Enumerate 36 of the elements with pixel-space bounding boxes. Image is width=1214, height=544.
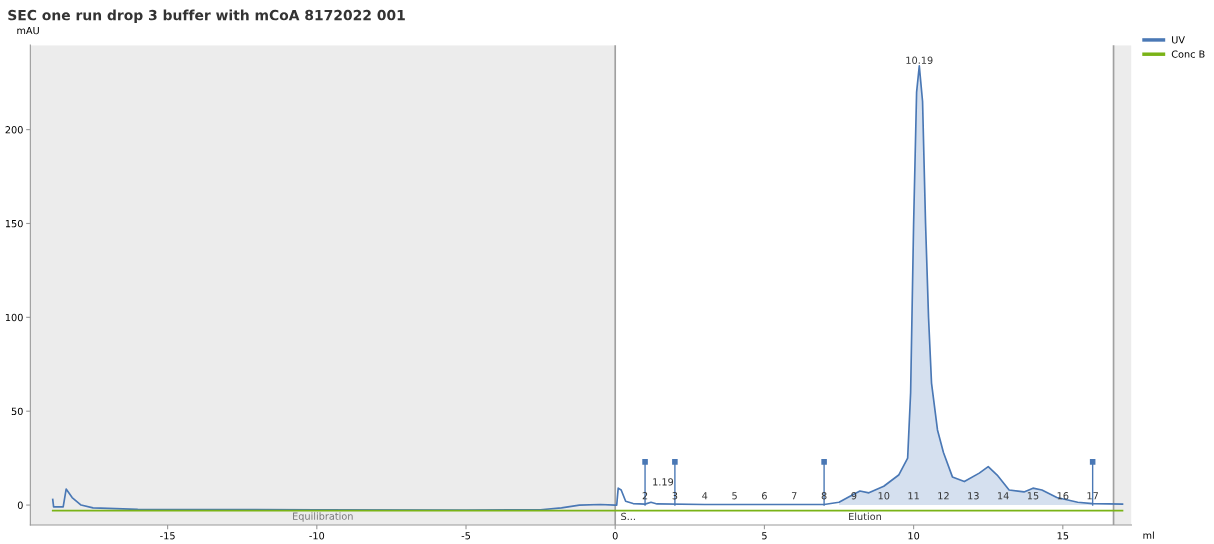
x-tick-label: 15 <box>1057 532 1069 540</box>
x-tick-label: -5 <box>461 532 471 540</box>
annotation: 15 <box>1027 492 1039 500</box>
y-tick-label: 0 <box>17 501 23 509</box>
annotation: Elution <box>849 512 881 521</box>
x-axis-title: ml <box>1143 531 1154 539</box>
y-tick-label: 150 <box>5 219 23 228</box>
y-tick-label: 50 <box>11 407 23 416</box>
annotation: 10.19 <box>906 56 933 64</box>
annotation: 6 <box>762 492 767 500</box>
annotation: 4 <box>702 492 708 500</box>
annotation: 3 <box>672 492 678 500</box>
y-tick-label: 200 <box>5 126 23 134</box>
chart-title: SEC one run drop 3 buffer with mCoA 8172022 001 <box>8 9 405 24</box>
annotation: 16 <box>1057 492 1069 500</box>
band-label: Equilibration <box>293 512 353 522</box>
annotation: S... <box>621 512 635 521</box>
legend-label: UV <box>1172 36 1185 44</box>
annotation: 1.19 <box>653 478 674 486</box>
x-tick-label: -10 <box>309 532 325 540</box>
annotation: 2 <box>642 492 648 500</box>
x-tick-label: 10 <box>908 532 920 540</box>
x-tick-label: 5 <box>762 532 767 540</box>
y-tick-label: 100 <box>5 313 23 322</box>
annotation: 13 <box>968 492 979 500</box>
legend-label: Conc B <box>1171 50 1205 58</box>
annotation: 11 <box>908 492 919 500</box>
x-tick-label: 0 <box>612 532 618 540</box>
annotation: 10 <box>878 492 890 500</box>
y-axis-title: mAU <box>17 26 39 35</box>
annotation: 14 <box>998 492 1009 500</box>
annotation: 5 <box>732 492 737 500</box>
annotation: 7 <box>791 492 797 500</box>
x-tick-label: -15 <box>160 532 175 540</box>
annotation: 12 <box>938 492 949 500</box>
line-series <box>51 64 1124 511</box>
